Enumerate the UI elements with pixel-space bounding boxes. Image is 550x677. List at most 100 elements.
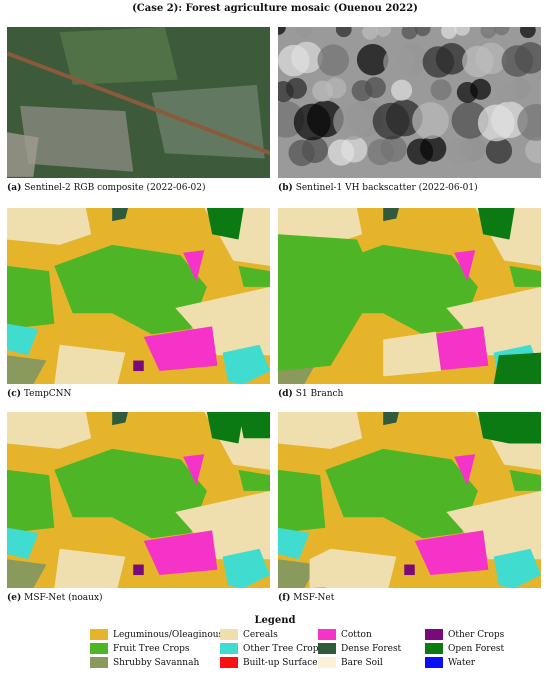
caption-label: (a) — [7, 183, 22, 193]
class-region — [278, 234, 378, 372]
class-region — [493, 352, 541, 384]
legend-label: Cotton — [341, 629, 372, 640]
caption-text: Sentinel-2 RGB composite (2022-06-02) — [24, 183, 206, 193]
class-region — [404, 564, 415, 576]
class-region — [383, 412, 399, 426]
class-region — [278, 469, 326, 533]
legend-swatch — [220, 643, 238, 654]
speckle — [462, 45, 494, 78]
road — [7, 51, 270, 156]
speckle — [383, 46, 415, 79]
legend-label: Open Forest — [448, 643, 505, 654]
class-region — [112, 208, 128, 222]
legend-swatch — [425, 643, 443, 654]
class-region — [454, 250, 476, 282]
speckle — [501, 45, 534, 77]
caption-text: MSF-Net (noaux) — [24, 593, 103, 603]
speckle — [356, 43, 389, 76]
speckle — [375, 27, 392, 37]
legend-item: Other Crops — [425, 629, 515, 640]
image-patch — [59, 27, 178, 85]
class-region — [175, 286, 270, 356]
caption-text: Sentinel-1 VH backscatter (2022-06-01) — [295, 183, 478, 193]
speckle — [430, 79, 452, 101]
class-region — [7, 527, 39, 560]
class-region — [64, 522, 100, 549]
class-region — [238, 265, 270, 287]
class-region — [7, 208, 92, 245]
legend-label: Other Crops — [448, 629, 505, 640]
caption: (f) MSF-Net — [278, 593, 541, 603]
panel-image — [278, 27, 541, 178]
speckle — [493, 27, 510, 36]
caption-label: (b) — [278, 183, 293, 193]
class-region — [446, 286, 541, 356]
caption-label: (d) — [278, 389, 293, 399]
class-region — [143, 326, 218, 372]
speckle — [412, 102, 449, 140]
speckle — [362, 27, 378, 40]
speckle — [391, 79, 413, 101]
class-region — [414, 530, 489, 576]
class-region — [206, 412, 244, 444]
speckle — [372, 102, 410, 140]
class-region — [278, 559, 318, 588]
speckle — [485, 137, 513, 164]
speckle — [278, 44, 310, 77]
image-patch — [20, 105, 134, 172]
legend-label: Dense Forest — [341, 643, 402, 654]
class-region — [112, 412, 128, 426]
class-region — [509, 265, 541, 287]
speckle — [422, 46, 455, 78]
legend-item: Fruit Tree Crops — [90, 643, 220, 654]
legend-item: Open Forest — [425, 643, 515, 654]
legend-label: Water — [448, 657, 476, 668]
class-region — [278, 208, 363, 245]
legend-item: Dense Forest — [318, 643, 425, 654]
class-region — [238, 412, 270, 439]
speckle — [414, 27, 431, 37]
legend-item: Built-up Surfaces — [220, 657, 322, 668]
class-region — [309, 548, 342, 588]
class-region — [54, 344, 126, 384]
panel: (d) S1 Branch — [278, 208, 541, 399]
caption: (e) MSF-Net (noaux) — [7, 593, 270, 603]
legend-label: Cereals — [243, 629, 278, 640]
class-region — [222, 548, 270, 588]
speckle — [401, 27, 418, 40]
class-region — [54, 244, 207, 335]
legend-item: Other Tree Crops — [220, 643, 323, 654]
speckle — [288, 139, 315, 167]
legend-swatch — [425, 629, 443, 640]
speckle — [278, 81, 294, 103]
class-region — [509, 469, 541, 491]
speckle — [454, 27, 470, 36]
legend-item: Shrubby Savannah — [90, 657, 220, 668]
legend-label: Built-up Surfaces — [243, 657, 323, 668]
speckle — [351, 80, 373, 102]
legend-label: Other Tree Crops — [243, 643, 324, 654]
class-region — [238, 469, 270, 491]
speckle — [441, 27, 457, 39]
class-region — [133, 360, 144, 372]
legend-swatch — [90, 657, 108, 668]
speckle — [317, 44, 350, 76]
legend-item: Bare Soil — [318, 657, 425, 668]
class-region — [183, 454, 205, 486]
panel-image — [7, 412, 270, 588]
class-region — [222, 344, 270, 384]
caption-label: (e) — [7, 593, 22, 603]
legend-swatch — [318, 657, 336, 668]
class-region — [383, 331, 442, 377]
panel: (f) MSF-Net — [278, 412, 541, 603]
image-patch — [151, 84, 265, 159]
speckle — [496, 81, 518, 103]
legend-label: Shrubby Savannah — [113, 657, 200, 668]
legend-grid: Leguminous/Oleaginous Cereals Cotton Other … — [90, 629, 550, 668]
caption-label: (c) — [7, 389, 21, 399]
caption-text: TempCNN — [23, 389, 72, 399]
panel-image — [7, 27, 270, 178]
class-region — [454, 454, 476, 486]
speckle — [333, 103, 371, 140]
